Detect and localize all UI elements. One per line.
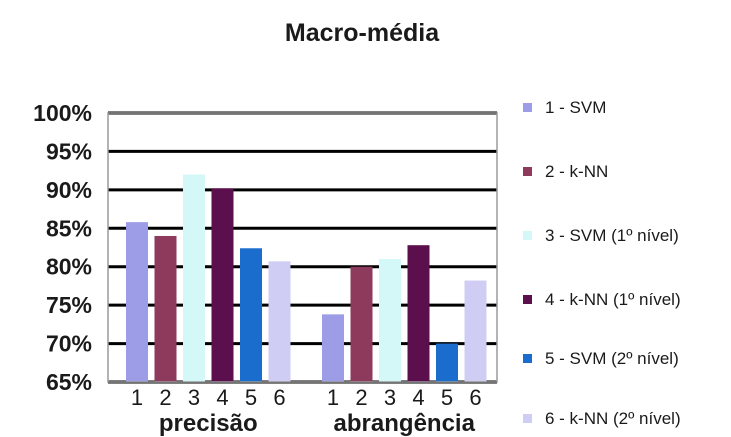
y-axis-ticks: 65% 70% 75% 80% 85% 90% 95% 100% <box>33 100 92 395</box>
x-tick-label: 6 <box>469 385 481 410</box>
bar-3-precisao <box>183 174 205 382</box>
x-group-label: abrangência <box>334 410 476 437</box>
y-tick-label: 90% <box>46 177 92 203</box>
y-tick-label: 85% <box>46 215 92 241</box>
legend-label: 3 - SVM (1º nível) <box>545 226 679 245</box>
legend-label: 5 - SVM (2º nível) <box>545 349 679 368</box>
bar-5-abrangencia <box>436 343 458 382</box>
bar-2-abrangencia <box>350 266 373 382</box>
y-tick-label: 100% <box>33 100 92 126</box>
bar-1-precisao <box>126 222 148 382</box>
x-tick-label: 4 <box>412 385 424 410</box>
y-tick-label: 95% <box>46 138 92 164</box>
legend-swatch <box>523 295 532 304</box>
y-tick-label: 75% <box>46 292 92 318</box>
bar-4-abrangencia <box>407 245 430 382</box>
legend-swatch <box>523 103 532 112</box>
x-tick-label: 5 <box>441 385 453 410</box>
legend-swatch <box>523 354 532 363</box>
bar-6-precisao <box>268 261 291 382</box>
bar-6-abrangencia <box>464 280 487 382</box>
chart-title: Macro-média <box>285 19 440 47</box>
bars <box>126 174 487 382</box>
bar-1-abrangencia <box>322 314 344 382</box>
x-tick-label: 5 <box>245 385 257 410</box>
x-tick-label: 3 <box>188 385 200 410</box>
bar-3-abrangencia <box>379 259 401 382</box>
legend: 1 - SVM 2 - k-NN 3 - SVM (1º nível) 4 - k-N… <box>523 98 681 428</box>
x-tick-label: 1 <box>327 385 339 410</box>
legend-label: 2 - k-NN <box>545 162 608 181</box>
legend-swatch <box>523 414 532 423</box>
bar-5-precisao <box>240 248 262 382</box>
x-tick-label: 4 <box>216 385 228 410</box>
legend-label: 6 - k-NN (2º nível) <box>545 409 681 428</box>
x-tick-label: 2 <box>355 385 367 410</box>
legend-label: 1 - SVM <box>545 98 606 117</box>
x-tick-label: 2 <box>159 385 171 410</box>
bar-2-precisao <box>154 235 177 382</box>
legend-swatch <box>523 167 532 176</box>
y-tick-label: 65% <box>46 369 92 395</box>
x-tick-label: 1 <box>131 385 143 410</box>
x-tick-label: 3 <box>384 385 396 410</box>
bar-4-precisao <box>211 188 234 382</box>
x-tick-label: 6 <box>273 385 285 410</box>
x-group-label: precisão <box>159 410 258 437</box>
legend-swatch <box>523 231 532 240</box>
y-tick-label: 80% <box>46 254 92 280</box>
y-tick-label: 70% <box>46 331 92 357</box>
legend-label: 4 - k-NN (1º nível) <box>545 290 681 309</box>
plot-area-frame <box>107 112 498 383</box>
x-group-labels: precisão abrangência <box>159 410 476 437</box>
